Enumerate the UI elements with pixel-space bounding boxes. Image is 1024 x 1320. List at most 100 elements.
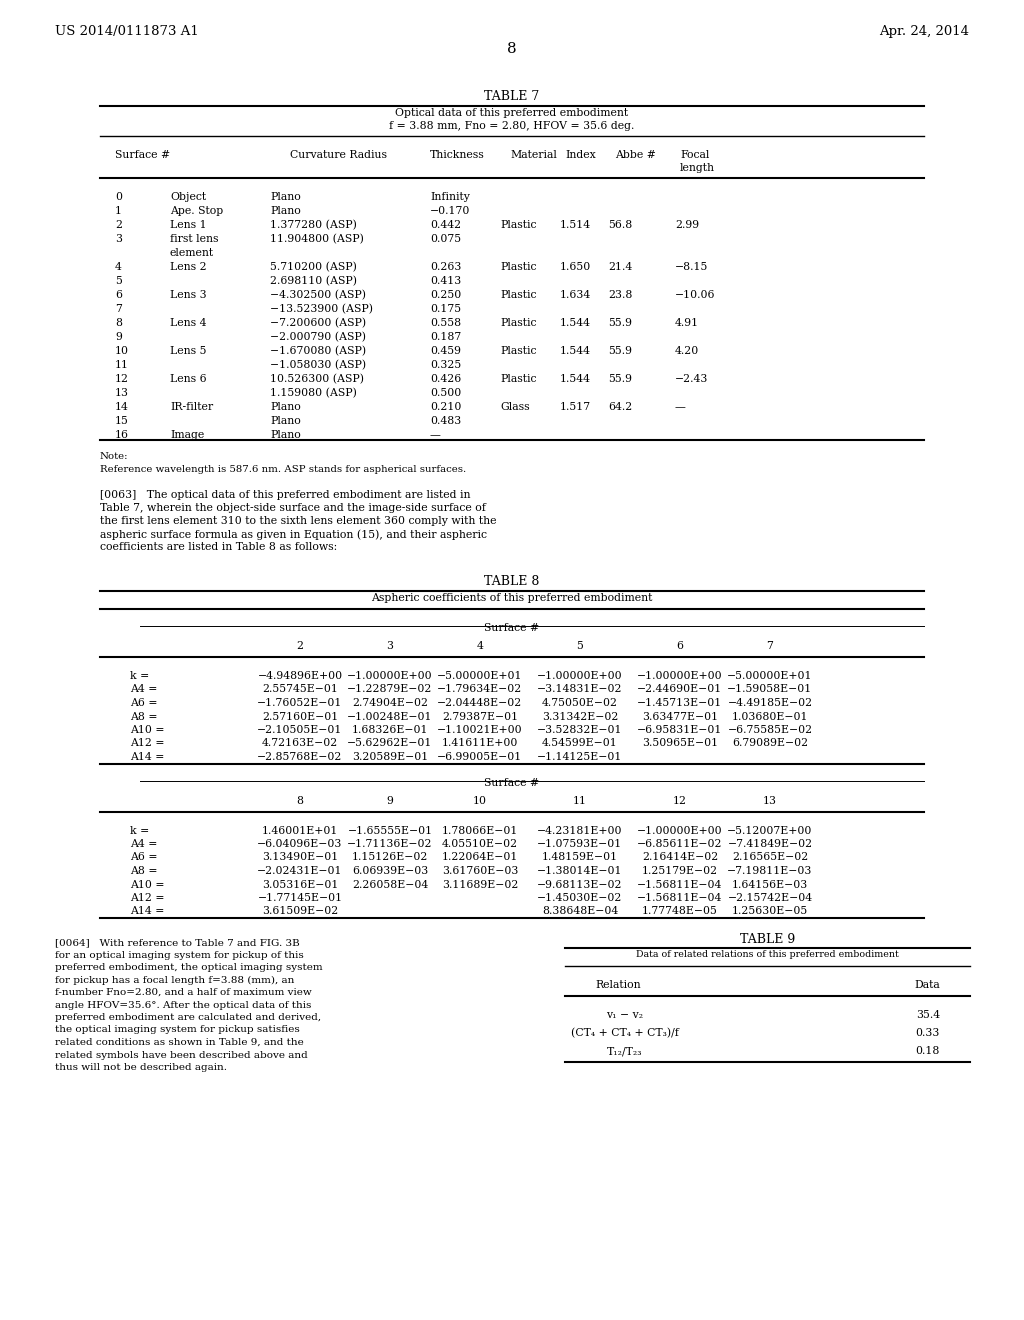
- Text: 1.634: 1.634: [560, 290, 591, 300]
- Text: coefficients are listed in Table 8 as follows:: coefficients are listed in Table 8 as fo…: [100, 543, 337, 552]
- Text: −1.670080 (ASP): −1.670080 (ASP): [270, 346, 367, 356]
- Text: Aspheric coefficients of this preferred embodiment: Aspheric coefficients of this preferred …: [372, 593, 652, 603]
- Text: 5: 5: [115, 276, 122, 286]
- Text: 7: 7: [115, 304, 122, 314]
- Text: −1.76052E−01: −1.76052E−01: [257, 698, 343, 708]
- Text: 6: 6: [677, 642, 683, 651]
- Text: Table 7, wherein the object-side surface and the image-side surface of: Table 7, wherein the object-side surface…: [100, 503, 485, 513]
- Text: −1.65555E−01: −1.65555E−01: [347, 825, 432, 836]
- Text: 10: 10: [473, 796, 487, 805]
- Text: 2: 2: [297, 642, 303, 651]
- Text: Note:: Note:: [100, 451, 128, 461]
- Text: −4.94896E+00: −4.94896E+00: [257, 671, 343, 681]
- Text: −1.14125E−01: −1.14125E−01: [538, 752, 623, 762]
- Text: Plastic: Plastic: [500, 346, 537, 356]
- Text: Surface #: Surface #: [115, 150, 170, 160]
- Text: 0.483: 0.483: [430, 416, 461, 426]
- Text: 3.63477E−01: 3.63477E−01: [642, 711, 718, 722]
- Text: −1.00248E−01: −1.00248E−01: [347, 711, 433, 722]
- Text: A4 =: A4 =: [130, 685, 158, 694]
- Text: 1.544: 1.544: [560, 346, 591, 356]
- Text: 21.4: 21.4: [608, 261, 632, 272]
- Text: 2.99: 2.99: [675, 220, 699, 230]
- Text: 1.77748E−05: 1.77748E−05: [642, 907, 718, 916]
- Text: Lens 1: Lens 1: [170, 220, 207, 230]
- Text: 1.517: 1.517: [560, 403, 591, 412]
- Text: the optical imaging system for pickup satisfies: the optical imaging system for pickup sa…: [55, 1026, 300, 1035]
- Text: 16: 16: [115, 430, 129, 440]
- Text: Glass: Glass: [500, 403, 529, 412]
- Text: 1.48159E−01: 1.48159E−01: [542, 853, 618, 862]
- Text: 0.558: 0.558: [430, 318, 461, 327]
- Text: −1.22879E−02: −1.22879E−02: [347, 685, 433, 694]
- Text: −2.44690E−01: −2.44690E−01: [637, 685, 723, 694]
- Text: −1.45030E−02: −1.45030E−02: [538, 894, 623, 903]
- Text: 4: 4: [115, 261, 122, 272]
- Text: 2.698110 (ASP): 2.698110 (ASP): [270, 276, 357, 286]
- Text: Data of related relations of this preferred embodiment: Data of related relations of this prefer…: [636, 950, 899, 960]
- Text: 8.38648E−04: 8.38648E−04: [542, 907, 618, 916]
- Text: A10 =: A10 =: [130, 879, 165, 890]
- Text: −1.59058E−01: −1.59058E−01: [727, 685, 813, 694]
- Text: −6.85611E−02: −6.85611E−02: [637, 840, 723, 849]
- Text: 5: 5: [577, 642, 584, 651]
- Text: 1.544: 1.544: [560, 318, 591, 327]
- Text: 1.64156E−03: 1.64156E−03: [732, 879, 808, 890]
- Text: Image: Image: [170, 430, 204, 440]
- Text: 1.514: 1.514: [560, 220, 591, 230]
- Text: −3.14831E−02: −3.14831E−02: [538, 685, 623, 694]
- Text: Lens 6: Lens 6: [170, 374, 207, 384]
- Text: A12 =: A12 =: [130, 738, 165, 748]
- Text: A4 =: A4 =: [130, 840, 158, 849]
- Text: 11.904800 (ASP): 11.904800 (ASP): [270, 234, 364, 244]
- Text: 4.75050E−02: 4.75050E−02: [542, 698, 618, 708]
- Text: −7.19811E−03: −7.19811E−03: [727, 866, 813, 876]
- Text: TABLE 8: TABLE 8: [484, 576, 540, 587]
- Text: Surface #: Surface #: [484, 623, 540, 634]
- Text: −1.79634E−02: −1.79634E−02: [437, 685, 522, 694]
- Text: Lens 2: Lens 2: [170, 261, 207, 272]
- Text: 3.61509E−02: 3.61509E−02: [262, 907, 338, 916]
- Text: 10.526300 (ASP): 10.526300 (ASP): [270, 374, 364, 384]
- Text: −7.200600 (ASP): −7.200600 (ASP): [270, 318, 367, 329]
- Text: 35.4: 35.4: [915, 1010, 940, 1020]
- Text: 0.18: 0.18: [915, 1045, 940, 1056]
- Text: 1.650: 1.650: [560, 261, 591, 272]
- Text: 6.79089E−02: 6.79089E−02: [732, 738, 808, 748]
- Text: 7: 7: [767, 642, 773, 651]
- Text: Apr. 24, 2014: Apr. 24, 2014: [879, 25, 969, 38]
- Text: Relation: Relation: [595, 979, 641, 990]
- Text: 8: 8: [297, 796, 303, 805]
- Text: Plastic: Plastic: [500, 374, 537, 384]
- Text: 0.075: 0.075: [430, 234, 461, 244]
- Text: 0.413: 0.413: [430, 276, 461, 286]
- Text: A8 =: A8 =: [130, 711, 158, 722]
- Text: 0.250: 0.250: [430, 290, 461, 300]
- Text: —: —: [430, 430, 441, 440]
- Text: 4.91: 4.91: [675, 318, 699, 327]
- Text: 64.2: 64.2: [608, 403, 632, 412]
- Text: −4.23181E+00: −4.23181E+00: [538, 825, 623, 836]
- Text: −6.95831E−01: −6.95831E−01: [637, 725, 723, 735]
- Text: A14 =: A14 =: [130, 752, 165, 762]
- Text: −1.00000E+00: −1.00000E+00: [347, 671, 433, 681]
- Text: A8 =: A8 =: [130, 866, 158, 876]
- Text: −1.56811E−04: −1.56811E−04: [637, 879, 723, 890]
- Text: [0064]   With reference to Table 7 and FIG. 3B: [0064] With reference to Table 7 and FIG…: [55, 939, 300, 946]
- Text: 2.16565E−02: 2.16565E−02: [732, 853, 808, 862]
- Text: Index: Index: [565, 150, 596, 160]
- Text: −7.41849E−02: −7.41849E−02: [727, 840, 813, 849]
- Text: 8: 8: [507, 42, 517, 55]
- Text: A10 =: A10 =: [130, 725, 165, 735]
- Text: 55.9: 55.9: [608, 374, 632, 384]
- Text: related symbols have been described above and: related symbols have been described abov…: [55, 1051, 308, 1060]
- Text: −13.523900 (ASP): −13.523900 (ASP): [270, 304, 373, 314]
- Text: −1.00000E+00: −1.00000E+00: [637, 825, 723, 836]
- Text: k =: k =: [130, 671, 150, 681]
- Text: Reference wavelength is 587.6 nm. ASP stands for aspherical surfaces.: Reference wavelength is 587.6 nm. ASP st…: [100, 465, 466, 474]
- Text: −1.45713E−01: −1.45713E−01: [637, 698, 723, 708]
- Text: Data: Data: [914, 979, 940, 990]
- Text: 2.74904E−02: 2.74904E−02: [352, 698, 428, 708]
- Text: Object: Object: [170, 191, 206, 202]
- Text: −0.170: −0.170: [430, 206, 470, 216]
